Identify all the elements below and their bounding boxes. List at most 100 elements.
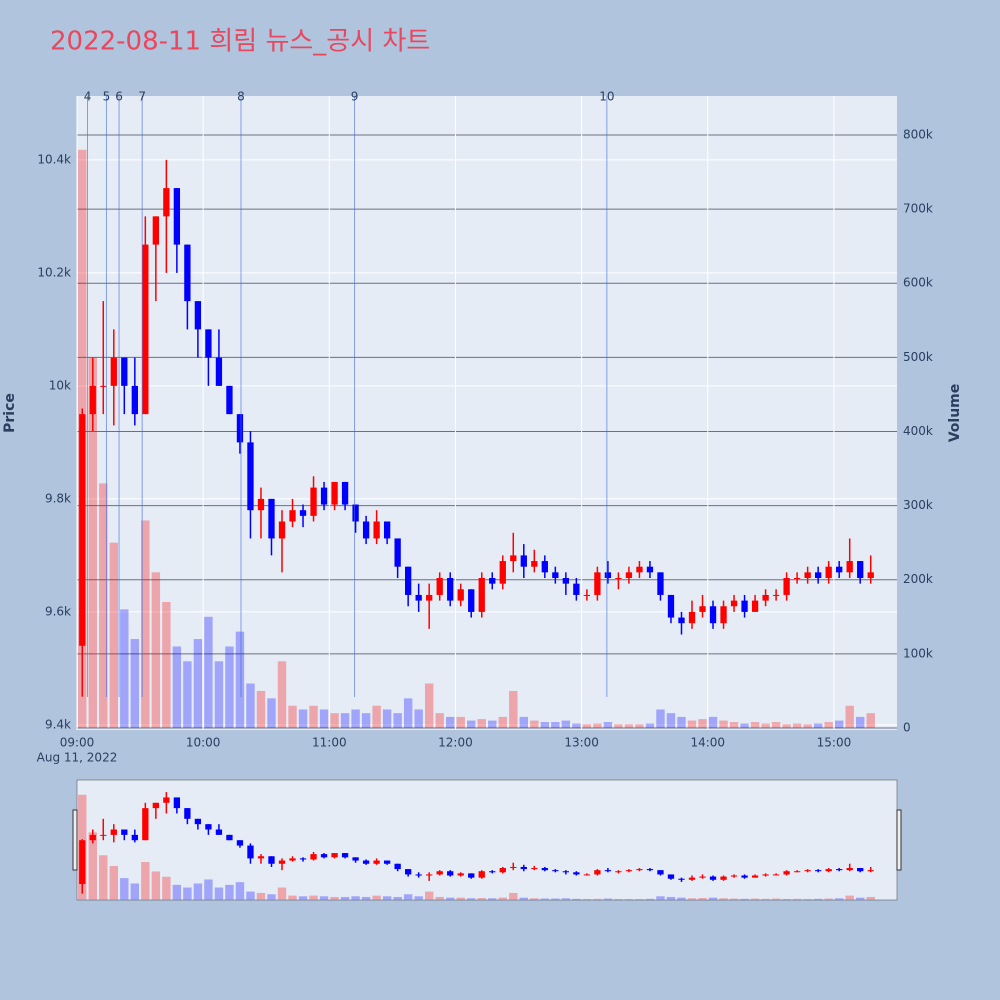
volume-bar (288, 705, 297, 728)
x-tick-label: 09:00 (60, 736, 95, 750)
candle-body (772, 594, 780, 596)
candle-body (457, 589, 464, 601)
volume-bar (235, 631, 245, 728)
event-label: 9 (351, 90, 359, 104)
candle-body (247, 845, 254, 859)
range-slider[interactable] (76, 779, 898, 901)
volume-bar (109, 542, 118, 728)
volume-bar (403, 698, 413, 728)
volume-bar (214, 661, 224, 728)
volume-bar (267, 894, 276, 900)
volume-bar (698, 898, 707, 900)
candle-body (79, 414, 86, 646)
candle-body (142, 244, 149, 415)
event-label: 5 (103, 90, 111, 104)
volume-bar (340, 896, 350, 900)
candle-body (373, 860, 380, 864)
candle-body (131, 834, 138, 841)
volume-bar (361, 896, 371, 900)
candle-body (173, 797, 181, 809)
volume-bar (88, 832, 97, 900)
y2-axis-title: Volume (947, 384, 963, 443)
volume-bar (740, 898, 749, 900)
volume-bar (845, 705, 854, 728)
candle-body (667, 594, 675, 618)
volume-bar (593, 723, 602, 728)
volume-bar (298, 709, 308, 728)
y2-tick-label: 700k (903, 202, 933, 216)
candle-body (121, 357, 128, 386)
volume-bar (351, 896, 360, 900)
candle-body (720, 876, 727, 880)
candle-body (552, 870, 559, 872)
candle-body (268, 856, 275, 864)
volume-bar (519, 716, 528, 728)
candle-body (278, 860, 286, 864)
volume-bar (183, 661, 192, 728)
candle-body (541, 561, 548, 573)
candle-body (373, 521, 380, 539)
volume-bar (309, 895, 318, 900)
candle-body (688, 877, 696, 880)
volume-bar (120, 878, 129, 900)
candle-body (499, 868, 506, 873)
candle-body (709, 606, 717, 624)
range-handle[interactable] (72, 809, 78, 871)
candle-body (825, 566, 832, 578)
volume-bar (813, 723, 823, 728)
candle-body (163, 188, 170, 217)
volume-bar (246, 891, 255, 900)
candle-body (552, 572, 559, 578)
volume-bar (372, 705, 381, 728)
volume-bar (382, 709, 392, 728)
y2-tick-label: 300k (903, 498, 933, 512)
volume-bar (792, 723, 802, 728)
y-axis-title: Price (2, 393, 18, 433)
candle-body (699, 876, 706, 878)
y2-tick-label: 400k (903, 424, 933, 438)
candle-body (415, 874, 422, 876)
volume-bar (771, 722, 781, 728)
volume-bar (719, 720, 728, 728)
candle-body (163, 797, 170, 803)
candle-body (383, 521, 391, 539)
x-tick-label: 15:00 (817, 736, 852, 750)
volume-bar (288, 895, 297, 900)
volume-bar (120, 609, 129, 728)
candle-body (320, 854, 328, 858)
candle-body (489, 577, 496, 584)
candle-body (468, 589, 475, 612)
y2-tick-label: 600k (903, 276, 933, 290)
candle-body (804, 572, 811, 578)
volume-bar (782, 724, 791, 728)
volume-bar (225, 884, 234, 900)
volume-bar (319, 709, 329, 728)
candle-body (152, 802, 159, 809)
candle-body (362, 860, 370, 864)
range-handle[interactable] (896, 809, 902, 871)
volume-bar (834, 898, 844, 900)
volume-bar (509, 892, 518, 900)
candle-body (268, 498, 275, 539)
volume-bar (582, 724, 592, 728)
volume-bar (488, 720, 497, 728)
volume-bar (130, 639, 140, 728)
volume-bar (361, 713, 371, 728)
volume-bar (572, 723, 581, 728)
candle-body (447, 577, 454, 601)
volume-bar (372, 895, 381, 900)
candle-body (278, 521, 286, 539)
volume-bar (803, 898, 812, 900)
volume-bar (414, 896, 423, 900)
candle-body (678, 878, 685, 880)
volume-bar (393, 713, 402, 728)
volume-bar (467, 720, 476, 728)
volume-bar (845, 895, 854, 900)
volume-bar (109, 866, 118, 900)
candle-body (110, 829, 117, 835)
candle-body (531, 868, 538, 870)
candle-body (636, 566, 643, 573)
volume-bar (319, 896, 329, 900)
candle-body (184, 244, 191, 302)
